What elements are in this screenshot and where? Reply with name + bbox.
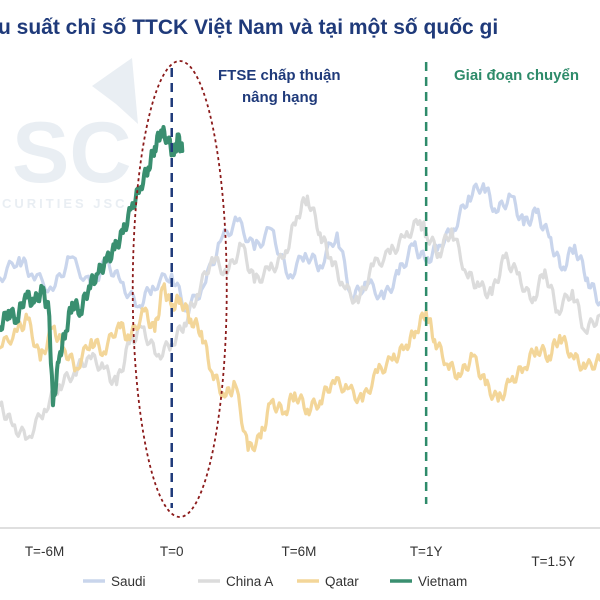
watermark: SC CURITIES JSC — [2, 58, 138, 211]
annotation-ftse-line-2: nâng hạng — [242, 89, 318, 106]
series-line-qatar — [0, 282, 600, 453]
series-layer — [0, 125, 600, 453]
x-tick-label-t-6m: T=6M — [281, 544, 316, 559]
legend-label-vietnam: Vietnam — [418, 574, 467, 589]
legend-label-china-a: China A — [226, 574, 273, 589]
annotation-ftse-line-1: FTSE chấp thuận — [218, 67, 341, 84]
watermark-text: SC — [12, 105, 131, 201]
ftse-highlight-ellipse — [131, 60, 228, 518]
legend-label-saudi: Saudi — [111, 574, 146, 589]
legend: Saudi China A Qatar Vietnam — [83, 574, 467, 589]
overlay-layer: FTSE chấp thuận nâng hạng Giai đoạn chuyển — [131, 60, 579, 518]
series-line-china-a — [0, 194, 600, 441]
watermark-logo-icon — [92, 58, 138, 124]
chart-title: u suất chỉ số TTCK Việt Nam và tại một s… — [0, 16, 498, 39]
watermark-subtext: CURITIES JSC — [2, 196, 128, 211]
x-tick-label-t-1-5y: T=1.5Y — [531, 554, 575, 569]
x-tick-label-t-1y: T=1Y — [410, 544, 443, 559]
annotation-transition-line-1: Giai đoạn chuyển — [454, 67, 579, 84]
x-tick-label-t-6m: T=-6M — [25, 544, 64, 559]
x-axis-ticks: T=-6M T=0 T=6M T=1Y T=1.5Y — [25, 544, 575, 569]
x-tick-label-t-0: T=0 — [160, 544, 184, 559]
legend-label-qatar: Qatar — [325, 574, 359, 589]
series-line-vietnam — [0, 125, 185, 408]
series-line-saudi — [0, 182, 600, 315]
